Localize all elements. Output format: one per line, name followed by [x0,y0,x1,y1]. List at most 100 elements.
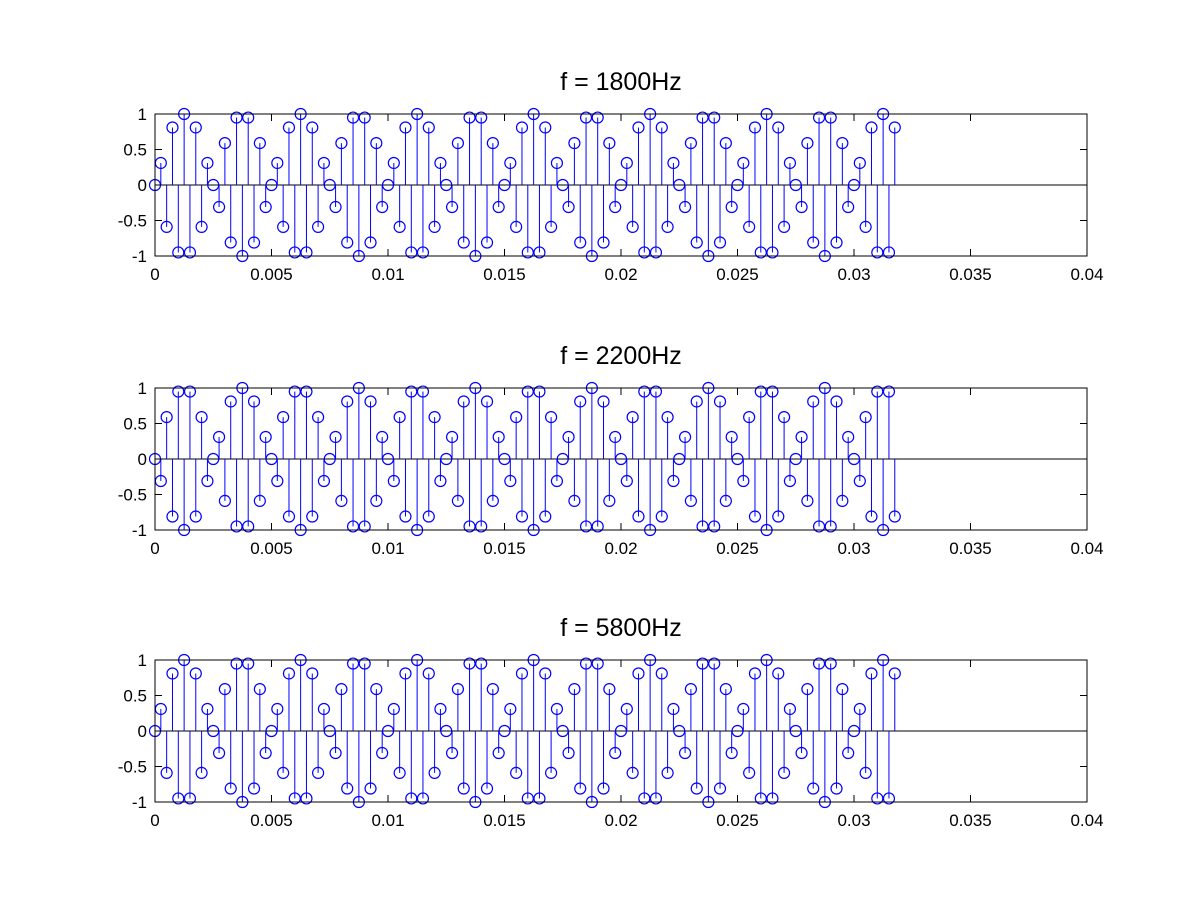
stem-marker [282,510,296,523]
x-tick-label: 0.02 [604,811,637,830]
x-tick-label: 0 [150,811,159,830]
x-tick-label: 0 [150,539,159,558]
stem-marker [550,702,564,716]
stem-marker [708,111,721,124]
stem-marker [387,156,400,170]
stem-marker [212,746,226,760]
stem-marker [480,395,494,408]
stem-marker [842,430,855,444]
stem-marker [743,220,756,233]
chart-title: f = 2200Hz [560,342,682,370]
stem-marker [376,430,389,444]
y-tick-label: 0.5 [123,687,147,706]
stem-marker [812,111,826,124]
stem-marker [638,246,651,259]
stem-marker [649,385,663,398]
stem-marker [218,137,231,150]
stem-marker [772,667,785,680]
stem-marker [451,137,464,150]
stem-marker [393,411,406,424]
subplot-3: f = 5800Hz 0 0.005 0.01 0.015 0.02 0.025 0.03 0.… [118,614,1104,830]
stem-marker [725,200,738,214]
stem-marker [288,246,301,259]
stem-marker [748,510,762,523]
stem-marker [748,121,762,134]
stem-marker [539,510,552,523]
stem-marker [364,782,377,795]
stem-marker [457,395,470,408]
x-tick-label: 0.03 [837,539,870,558]
stem-marker [824,520,837,533]
stem-marker [888,121,901,134]
stem-marker [242,111,255,124]
stem-marker [247,782,261,795]
stem-marker [865,667,878,680]
stem-marker [661,220,674,233]
stem-marker [609,430,622,444]
stem-marker [591,657,604,670]
stem-marker [638,385,651,398]
stem-marker [288,385,301,398]
stem-marker [562,430,575,444]
stem-marker [865,510,878,523]
stem-marker [172,385,185,398]
x-tick-label: 0.015 [483,811,526,830]
stem-marker [212,430,226,444]
stem-marker [463,657,476,670]
y-tick-label: 1 [138,379,147,398]
stem-marker [405,792,418,805]
stem-marker [684,137,698,150]
stem-marker [393,766,406,779]
stem-marker [480,236,494,249]
stem-marker [189,121,202,134]
y-tick-label: 1 [138,651,147,670]
stem-marker [189,667,202,680]
stem-marker [859,411,872,424]
stem-marker [277,220,290,233]
stem-marker [888,667,901,680]
stem-marker [399,121,412,134]
stem-marker [387,474,400,488]
y-tick-label: 0 [138,450,147,469]
stem-marker [533,246,546,259]
y-tick-label: -0.5 [118,212,147,231]
stem-marker [603,137,616,150]
x-tick-label: 0.04 [1070,265,1103,284]
stem-marker [661,411,674,424]
stem-marker [376,200,389,214]
stem-marker [480,782,494,795]
x-tick-label: 0.015 [483,539,526,558]
stem-marker [445,746,459,760]
stem-marker [719,137,732,150]
stem-marker [801,494,814,507]
stem-marker [428,411,441,424]
stem-marker [428,766,441,779]
stem-marker [754,246,767,259]
stem-marker [364,395,377,408]
stem-marker [335,683,348,696]
stem-marker [603,494,616,507]
stem-marker [801,683,814,696]
subplot-1: f = 1800Hz 0 0.005 0.01 0.015 0.02 0.025 0.03 0.… [118,68,1104,284]
stem-marker [510,220,523,233]
stem-marker [259,200,272,214]
stem-marker [684,683,698,696]
stem-marker [242,657,255,670]
x-tick-label: 0.02 [604,539,637,558]
stem-marker [544,766,558,779]
stem-marker [655,667,668,680]
stem-marker [510,766,523,779]
stem-marker [405,385,418,398]
stem-marker [247,395,261,408]
stem-marker [772,121,785,134]
x-tick-label: 0.015 [483,265,526,284]
stem-marker [853,702,866,716]
stem-marker [743,411,756,424]
stem-marker [597,236,610,249]
stem-marker [282,667,296,680]
stem-marker [591,520,604,533]
stem-marker [335,494,348,507]
stem-marker [871,792,884,805]
stem-marker [317,702,331,716]
stem-marker [807,395,820,408]
